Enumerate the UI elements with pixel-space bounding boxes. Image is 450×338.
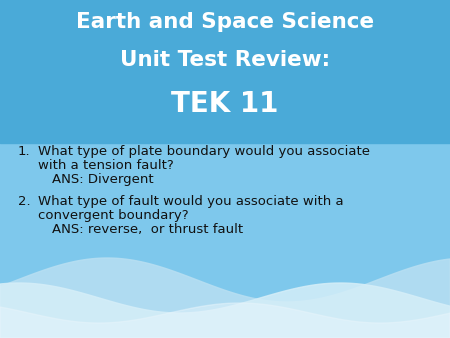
Text: ANS: Divergent: ANS: Divergent bbox=[52, 173, 153, 186]
Polygon shape bbox=[0, 303, 450, 338]
Text: convergent boundary?: convergent boundary? bbox=[38, 209, 189, 222]
Text: What type of fault would you associate with a: What type of fault would you associate w… bbox=[38, 195, 344, 208]
Text: Earth and Space Science: Earth and Space Science bbox=[76, 12, 374, 32]
Text: What type of plate boundary would you associate: What type of plate boundary would you as… bbox=[38, 145, 370, 158]
Text: 2.: 2. bbox=[18, 195, 31, 208]
Bar bbox=[0, 0, 450, 143]
Text: ANS: reverse,  or thrust fault: ANS: reverse, or thrust fault bbox=[52, 223, 243, 236]
Polygon shape bbox=[0, 283, 450, 338]
Text: 1.: 1. bbox=[18, 145, 31, 158]
Polygon shape bbox=[0, 258, 450, 338]
Text: Unit Test Review:: Unit Test Review: bbox=[120, 50, 330, 70]
Text: with a tension fault?: with a tension fault? bbox=[38, 159, 174, 172]
Text: TEK 11: TEK 11 bbox=[171, 90, 279, 118]
